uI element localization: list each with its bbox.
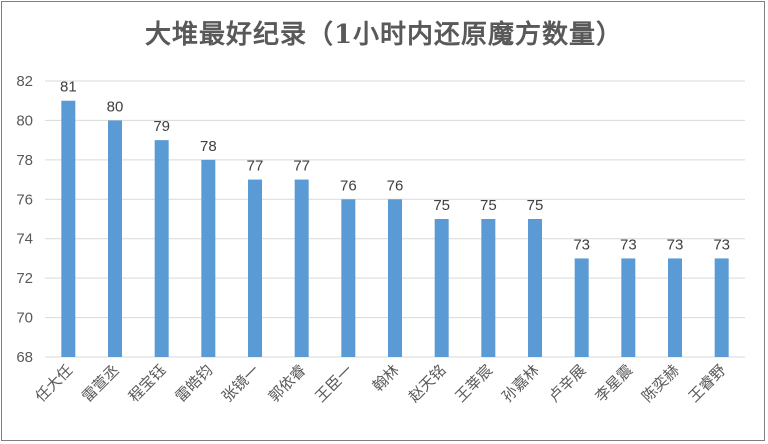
data-label: 75 [433,197,450,214]
data-label: 76 [387,177,404,194]
bar [108,120,122,357]
x-tick-label: 王睿野 [685,361,730,406]
bar [434,219,449,357]
data-label: 76 [340,177,357,194]
bar [248,179,262,357]
bar [154,140,169,357]
data-label: 81 [60,79,77,96]
y-tick-label: 72 [16,270,33,287]
x-tick-label: 孙嘉林 [498,361,543,406]
x-tick-label: 王臣一 [312,361,357,406]
data-labels: 81 80 79 78 77 77 76 76 75 75 75 73 73 73 73 [60,79,730,254]
data-label: 79 [153,118,170,135]
x-tick-label: 王莘宸 [452,361,497,406]
x-tick-label: 李星震 [592,361,637,406]
x-tick-label: 翰林 [369,361,403,395]
x-tick-label: 赵天铭 [405,361,450,406]
data-label: 78 [200,138,217,155]
y-tick-label: 68 [16,349,33,366]
x-tick-label: 程宝钰 [125,361,170,406]
x-axis: 任大任 雷萱丞 程宝钰 雷皓钧 张镜一 郭依睿 王臣一 翰林 赵天铭 王莘宸 孙嘉林 卢辛展 李星震 陈奕… [32,361,730,406]
bar [528,219,542,357]
data-label: 77 [247,158,264,175]
bar [481,219,496,357]
y-axis: 68 70 72 74 76 78 80 82 [16,73,33,366]
bar [621,258,636,357]
x-tick-label: 任大任 [32,361,77,406]
x-tick-label: 张镜一 [218,361,263,406]
bar [201,159,216,357]
data-label: 73 [620,236,637,253]
data-label: 80 [107,98,124,115]
x-tick-label: 卢辛展 [545,361,590,406]
y-tick-label: 74 [16,231,33,248]
x-tick-label: 雷萱丞 [78,361,123,406]
data-label: 73 [573,236,590,253]
data-label: 75 [527,197,544,214]
x-tick-label: 雷皓钧 [172,361,217,406]
bar [714,258,729,357]
y-tick-label: 82 [16,73,33,90]
data-label: 77 [293,158,310,175]
bar [668,258,682,357]
chart-title: 大堆最好纪录（1小时内还原魔方数量） [144,20,624,50]
y-tick-label: 76 [16,191,33,208]
x-tick-label: 郭依睿 [265,361,310,406]
y-tick-label: 70 [16,310,33,327]
x-tick-label: 陈奕赫 [638,361,683,406]
bar [341,199,356,357]
bar [388,199,402,357]
data-label: 73 [667,236,684,253]
bar [574,258,589,357]
bar [61,100,76,357]
y-tick-label: 80 [16,112,33,129]
bars [61,100,729,357]
y-tick-label: 78 [16,152,33,169]
bar [294,179,309,357]
data-label: 73 [713,236,730,253]
data-label: 75 [480,197,497,214]
